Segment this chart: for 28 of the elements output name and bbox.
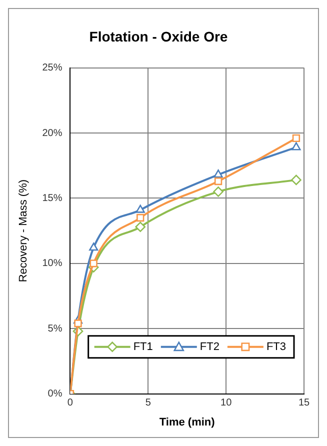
point <box>291 174 302 186</box>
point <box>90 260 98 268</box>
y-tick-label: 10% <box>42 258 62 270</box>
legend-label: FT2 <box>200 340 220 353</box>
x-tick-label: 10 <box>220 398 232 409</box>
legend-label: FT1 <box>133 340 153 353</box>
y-tick-label: 20% <box>42 128 62 139</box>
legend-label: FT3 <box>266 340 286 353</box>
y-tick-label: 25% <box>42 62 62 74</box>
x-tick-label: 15 <box>298 398 310 409</box>
point <box>214 177 222 186</box>
point <box>213 186 224 197</box>
point <box>74 320 82 328</box>
x-tick-label: 0 <box>67 398 74 409</box>
point <box>292 142 301 150</box>
point <box>135 222 146 232</box>
x-tick-label: 5 <box>145 398 152 409</box>
y-axis-title: Recovery - Mass (%) <box>18 179 30 282</box>
y-tick-label: 0% <box>48 388 62 400</box>
point <box>136 214 144 222</box>
point <box>136 204 145 213</box>
chart-title: Flotation - Oxide Ore <box>89 28 228 44</box>
point <box>89 242 98 251</box>
y-tick-label: 15% <box>42 192 62 204</box>
x-axis-title: Time (min) <box>159 416 216 428</box>
point <box>292 134 300 142</box>
y-tick-label: 5% <box>48 323 62 334</box>
point <box>214 170 223 178</box>
